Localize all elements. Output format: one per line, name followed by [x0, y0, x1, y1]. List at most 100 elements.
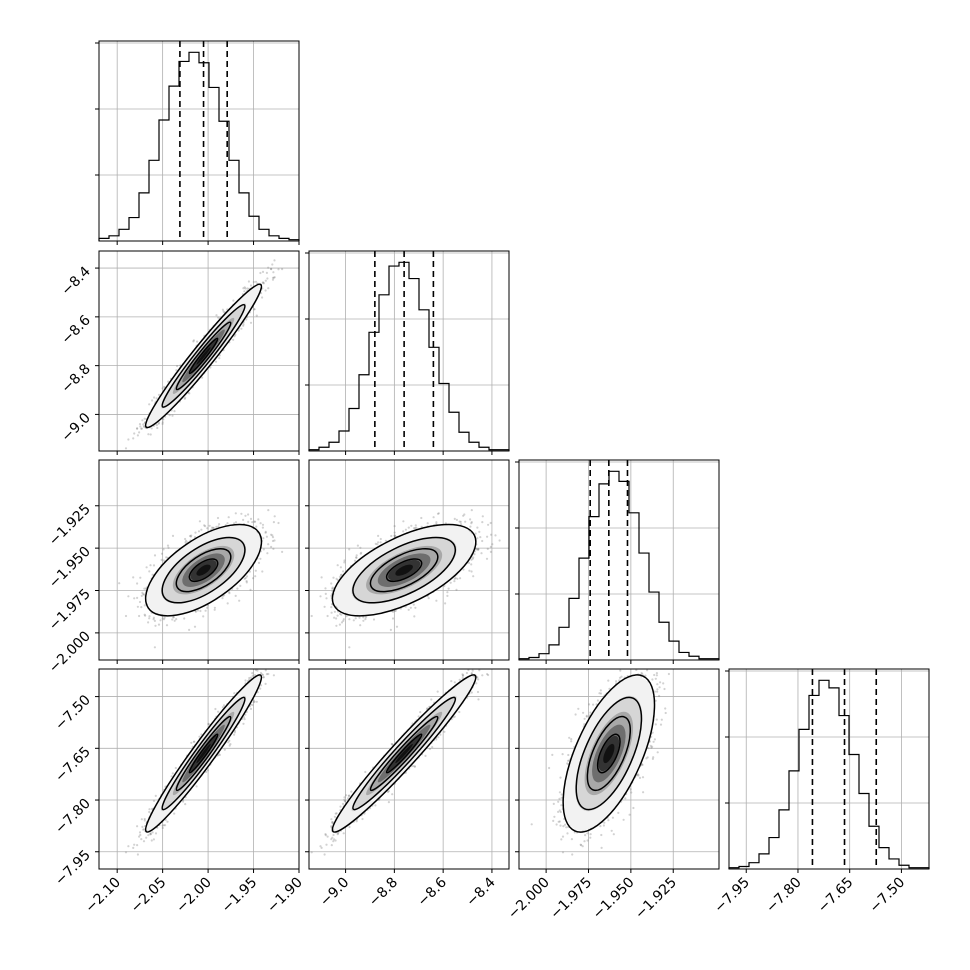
scatter-point — [167, 380, 170, 383]
scatter-point — [653, 738, 657, 741]
panel-frame — [308, 459, 510, 661]
scatter-point — [226, 602, 229, 605]
scatter-point — [377, 534, 380, 538]
scatter-point — [599, 692, 603, 695]
scatter-point — [436, 512, 440, 515]
scatter-point — [267, 543, 270, 546]
scatter-point — [148, 403, 151, 406]
scatter-point — [240, 327, 243, 330]
scatter-point — [646, 756, 649, 759]
scatter-point — [641, 763, 644, 767]
scatter-point — [256, 669, 259, 672]
scatter-point — [485, 557, 489, 560]
scatter-point — [150, 839, 153, 842]
scatter-point — [207, 723, 210, 726]
scatter-point — [472, 556, 475, 559]
scatter-point — [266, 552, 269, 555]
scatter-point — [139, 833, 142, 837]
scatter-point — [281, 268, 284, 271]
scatter-point — [426, 707, 429, 710]
scatter-point — [247, 280, 250, 283]
scatter-point — [160, 552, 164, 555]
scatter-point — [272, 521, 275, 524]
scatter-point — [480, 552, 483, 555]
scatter-point — [566, 832, 569, 835]
scatter-point — [183, 617, 186, 620]
scatter-point — [559, 810, 562, 814]
scatter-point — [252, 701, 255, 704]
scatter-point — [646, 669, 649, 672]
scatter-point — [364, 770, 367, 774]
scatter-point — [413, 765, 416, 768]
scatter-point — [409, 606, 412, 609]
scatter-point — [637, 773, 640, 776]
scatter-point — [354, 617, 357, 620]
scatter-point — [257, 518, 260, 521]
scatter-point — [200, 528, 203, 531]
scatter-point — [252, 577, 255, 580]
scatter-point — [171, 618, 174, 621]
density-level-5 — [196, 743, 211, 764]
scatter-point — [244, 576, 247, 580]
scatter-point — [162, 418, 165, 421]
scatter-point — [320, 846, 323, 850]
scatter-point — [599, 825, 602, 828]
scatter-point — [615, 680, 618, 683]
scatter-point — [244, 514, 247, 517]
scatter-point — [355, 820, 358, 823]
scatter-point — [245, 580, 248, 583]
scatter-point — [255, 700, 258, 703]
scatter-point — [132, 576, 135, 579]
scatter-point — [641, 673, 644, 676]
scatter-point — [254, 575, 257, 578]
scatter-point — [470, 570, 473, 573]
scatter-point — [239, 584, 242, 588]
scatter-point — [270, 533, 273, 536]
scatter-point — [261, 673, 265, 677]
scatter-point — [335, 577, 338, 581]
scatter-point — [198, 520, 201, 523]
contour-3 — [188, 733, 219, 774]
scatter-point — [267, 287, 270, 290]
scatter-point — [561, 753, 564, 756]
scatter-point — [193, 625, 197, 628]
scatter-point — [184, 537, 187, 541]
scatter-point — [217, 710, 220, 713]
scatter-point — [136, 434, 139, 437]
scatter-point — [223, 748, 226, 751]
scatter-point — [436, 690, 439, 693]
contour-2 — [369, 547, 439, 593]
scatter-point — [487, 673, 490, 677]
scatter-point — [596, 699, 600, 702]
scatter-point — [205, 770, 208, 774]
scatter-point — [455, 518, 458, 522]
scatter-point — [140, 427, 143, 430]
scatter-point — [148, 570, 151, 573]
scatter-point — [386, 790, 390, 794]
scatter-point — [157, 422, 160, 425]
scatter-point — [474, 532, 477, 535]
scatter-point — [656, 688, 659, 691]
scatter-point — [586, 839, 589, 842]
scatter-point — [243, 290, 246, 293]
scatter-point — [570, 738, 573, 741]
scatter-point — [261, 570, 264, 573]
scatter-point — [608, 687, 611, 690]
scatter-point — [353, 559, 357, 562]
x-tick-label: −7.50 — [867, 875, 909, 917]
x-tick-label: −7.65 — [815, 875, 857, 917]
scatter-point — [161, 826, 164, 830]
scatter-point — [458, 710, 461, 714]
scatter-point — [489, 545, 492, 549]
scatter-point — [641, 776, 645, 779]
scatter-point — [658, 694, 661, 698]
contour-0 — [331, 674, 477, 833]
scatter-point — [310, 851, 313, 854]
scatter-point — [323, 605, 326, 608]
scatter-point — [459, 523, 463, 526]
scatter-point — [655, 672, 659, 675]
scatter-point — [143, 604, 146, 607]
scatter-point — [558, 797, 561, 800]
scatter-point — [232, 299, 235, 302]
scatter-point — [632, 806, 635, 810]
